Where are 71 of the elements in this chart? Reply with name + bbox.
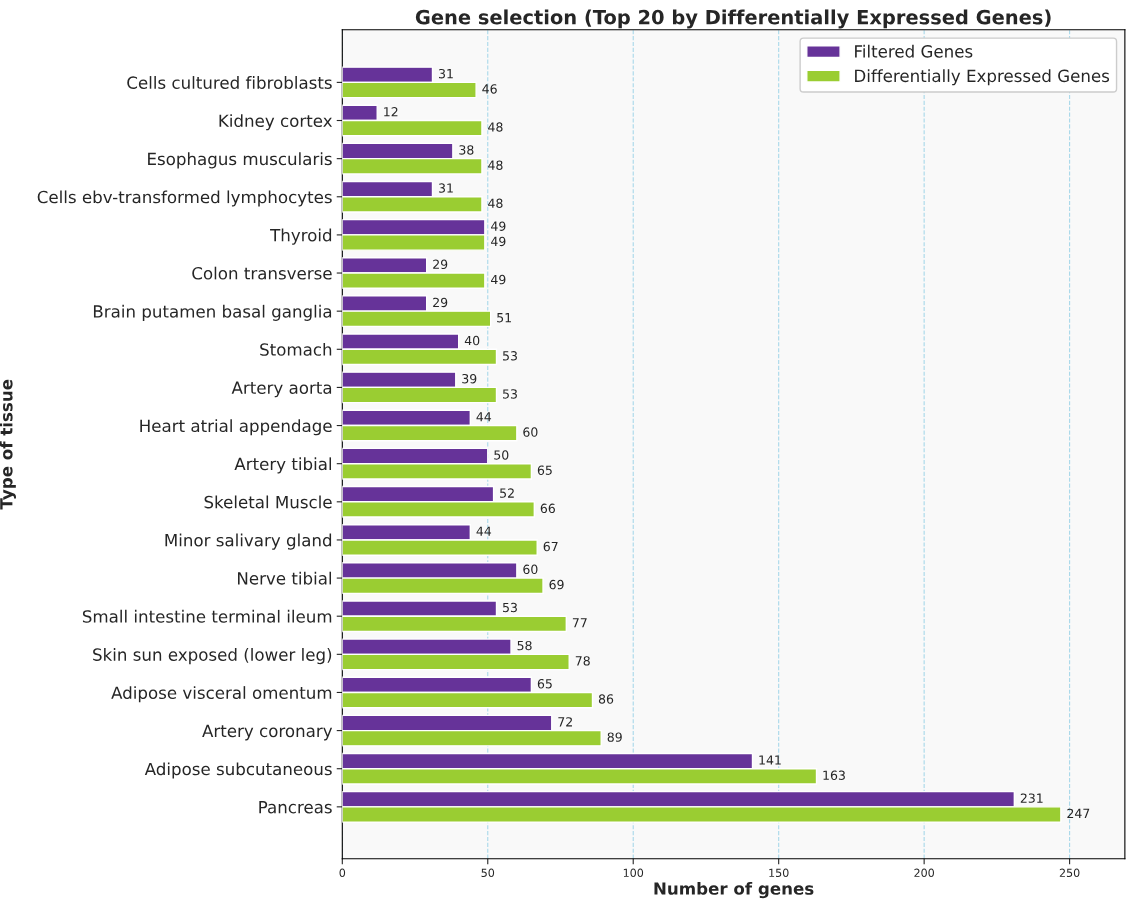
- data-label: 49: [491, 221, 506, 231]
- data-label: 65: [537, 465, 552, 475]
- x-tick-label: 50: [481, 868, 495, 878]
- y-tick-label: Heart atrial appendage: [140, 419, 332, 436]
- data-label: 65: [537, 679, 552, 689]
- y-axis-title: Type of tissue: [0, 379, 16, 510]
- data-label: 50: [494, 450, 509, 460]
- data-label: 51: [497, 313, 511, 323]
- data-label: 231: [1020, 793, 1043, 803]
- data-label: 53: [503, 351, 517, 361]
- y-tick-label: Artery tibial: [234, 457, 332, 474]
- x-axis-title: Number of genes: [654, 881, 814, 899]
- data-label: 48: [488, 198, 503, 209]
- y-tick-label: Pancreas: [259, 801, 332, 814]
- data-label: 53: [503, 389, 517, 399]
- y-tick-label: Esophagus muscularis: [148, 152, 332, 169]
- data-label: 67: [543, 541, 558, 552]
- y-tick-label: Nerve tibial: [238, 571, 332, 585]
- y-tick-label: Stomach: [260, 342, 332, 356]
- y-tick-label: Adipose visceral omentum: [111, 686, 332, 703]
- data-label: 49: [491, 274, 506, 285]
- data-label: 38: [459, 145, 474, 155]
- y-tick-label: Thyroid: [270, 228, 332, 245]
- y-tick-label: Skeletal Muscle: [204, 495, 332, 509]
- x-tick-label: 200: [914, 868, 935, 878]
- y-tick-label: Skin sun exposed (lower leg): [93, 648, 332, 665]
- data-label: 247: [1067, 808, 1090, 818]
- data-label: 52: [500, 488, 514, 498]
- data-label: 29: [433, 297, 448, 308]
- y-tick-label: Cells cultured fibroblasts: [127, 76, 332, 89]
- x-tick-label: 150: [769, 868, 789, 878]
- y-tick-label: Kidney cortex: [219, 114, 333, 131]
- x-tick-label: 0: [339, 868, 346, 878]
- x-tick-label: 100: [623, 868, 644, 878]
- data-label: 12: [384, 107, 398, 117]
- data-label: 31: [439, 183, 453, 193]
- y-tick-label: Cells ebv-transformed lymphocytes: [37, 190, 332, 207]
- data-label: 60: [523, 427, 538, 437]
- data-label: 48: [488, 122, 503, 132]
- data-label: 72: [558, 717, 572, 727]
- x-tick-label: 250: [1059, 868, 1080, 878]
- data-label: 66: [540, 503, 555, 514]
- data-label: 46: [482, 84, 497, 94]
- data-label: 69: [549, 579, 564, 590]
- y-tick-label: Small intestine terminal ileum: [82, 609, 332, 623]
- data-label: 31: [439, 68, 453, 79]
- y-tick-label: Brain putamen basal ganglia: [93, 304, 332, 321]
- legend-label: Filtered Genes: [855, 44, 973, 58]
- chart-title: Gene selection (Top 20 by Differentially Expressed Genes): [415, 9, 1051, 29]
- data-label: 141: [759, 755, 781, 765]
- data-label: 40: [464, 335, 480, 346]
- data-label: 44: [476, 412, 492, 422]
- data-label: 89: [607, 732, 622, 742]
- data-label: 60: [523, 564, 538, 575]
- data-label: 39: [462, 373, 477, 384]
- data-label: 77: [572, 618, 587, 628]
- y-tick-label: Minor salivary gland: [165, 533, 332, 550]
- data-label: 53: [503, 602, 517, 613]
- data-label: 48: [488, 160, 503, 170]
- data-label: 163: [823, 770, 845, 780]
- y-tick-label: Colon transverse: [192, 266, 332, 280]
- data-label: 86: [598, 694, 614, 704]
- y-tick-label: Adipose subcutaneous: [144, 762, 332, 779]
- data-label: 49: [491, 236, 506, 247]
- data-label: 58: [517, 640, 532, 651]
- data-label: 44: [476, 526, 492, 536]
- data-label: 29: [433, 259, 448, 270]
- data-label: 78: [575, 656, 590, 666]
- y-tick-label: Artery aorta: [231, 381, 332, 398]
- y-tick-label: Artery coronary: [202, 724, 333, 741]
- legend-label: Differentially Expressed Genes: [855, 69, 1110, 86]
